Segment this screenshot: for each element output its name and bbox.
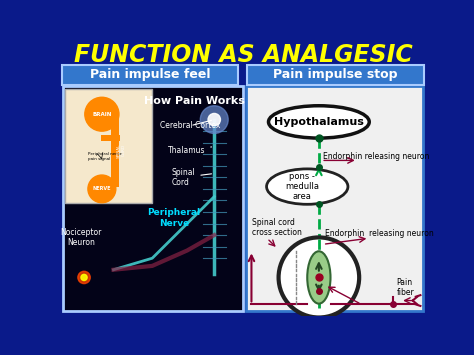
Ellipse shape — [307, 251, 330, 304]
Bar — [101, 135, 120, 141]
Ellipse shape — [266, 169, 348, 204]
Circle shape — [81, 274, 87, 280]
Text: Peripheral
Nerve: Peripheral Nerve — [147, 208, 201, 228]
Text: Thalamus: Thalamus — [168, 146, 211, 155]
Bar — [246, 87, 423, 311]
Text: Pain
fiber: Pain fiber — [396, 278, 414, 297]
Text: Spinal cord
cross section: Spinal cord cross section — [252, 218, 302, 237]
Text: Pain impulse feel: Pain impulse feel — [90, 69, 210, 81]
Bar — [63, 87, 243, 311]
Text: BRAIN: BRAIN — [92, 112, 111, 117]
Text: Peripheral nerve
pain signal: Peripheral nerve pain signal — [88, 152, 122, 161]
Text: Cerebral Cortex: Cerebral Cortex — [160, 120, 220, 130]
Text: Endorphin  releasing neuron: Endorphin releasing neuron — [325, 229, 434, 238]
FancyBboxPatch shape — [247, 65, 423, 85]
Circle shape — [201, 106, 228, 133]
Text: Spinal
Cord: Spinal Cord — [172, 168, 211, 187]
Text: NERVE: NERVE — [92, 186, 111, 191]
Circle shape — [88, 175, 116, 203]
Text: Pain impulse stop: Pain impulse stop — [273, 69, 397, 81]
Ellipse shape — [268, 106, 369, 138]
Circle shape — [78, 271, 90, 284]
FancyBboxPatch shape — [63, 65, 238, 85]
Text: pons -
medulla
area: pons - medulla area — [285, 172, 319, 202]
Text: How Pain Works: How Pain Works — [145, 96, 246, 106]
Text: Endorphin releasing neuron: Endorphin releasing neuron — [323, 152, 429, 161]
Circle shape — [85, 97, 119, 131]
Text: Hypothalamus: Hypothalamus — [274, 117, 364, 127]
Circle shape — [208, 114, 220, 126]
Text: FUNCTION AS ANALGESIC: FUNCTION AS ANALGESIC — [73, 43, 412, 67]
Text: SPINAL
CORD: SPINAL CORD — [117, 143, 126, 158]
Bar — [65, 89, 152, 203]
Text: Nociceptor
Neuron: Nociceptor Neuron — [60, 228, 101, 247]
Circle shape — [279, 237, 359, 317]
Bar — [111, 114, 119, 187]
